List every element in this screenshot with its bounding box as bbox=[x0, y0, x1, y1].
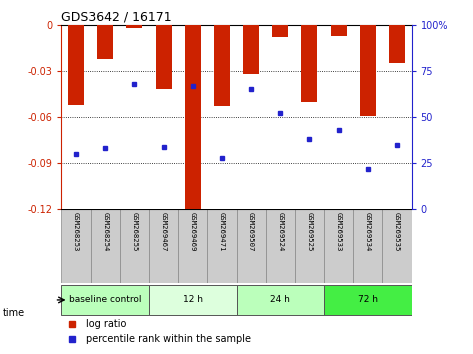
Text: GSM269467: GSM269467 bbox=[160, 212, 166, 252]
Bar bbox=[61, 209, 91, 283]
Bar bbox=[236, 209, 266, 283]
Text: GSM269533: GSM269533 bbox=[335, 212, 342, 252]
Bar bbox=[91, 209, 120, 283]
Bar bbox=[214, 25, 230, 106]
Text: log ratio: log ratio bbox=[86, 319, 126, 329]
Text: GSM269469: GSM269469 bbox=[190, 212, 196, 252]
Bar bbox=[236, 285, 324, 315]
Bar bbox=[266, 209, 295, 283]
Text: GSM268253: GSM268253 bbox=[73, 212, 79, 252]
Text: GSM268255: GSM268255 bbox=[131, 212, 138, 252]
Bar bbox=[295, 209, 324, 283]
Bar bbox=[301, 25, 317, 102]
Text: 12 h: 12 h bbox=[183, 296, 203, 304]
Bar bbox=[120, 209, 149, 283]
Bar bbox=[389, 25, 405, 63]
Text: GSM269471: GSM269471 bbox=[219, 212, 225, 252]
Text: time: time bbox=[2, 308, 25, 318]
Text: GSM269534: GSM269534 bbox=[365, 212, 371, 252]
Text: percentile rank within the sample: percentile rank within the sample bbox=[86, 335, 251, 344]
Bar bbox=[68, 25, 84, 105]
Bar bbox=[126, 25, 142, 28]
Bar bbox=[207, 209, 236, 283]
Text: GSM269524: GSM269524 bbox=[277, 212, 283, 252]
Bar bbox=[149, 285, 236, 315]
Bar bbox=[243, 25, 259, 74]
Bar bbox=[353, 209, 382, 283]
Bar bbox=[178, 209, 207, 283]
Text: GDS3642 / 16171: GDS3642 / 16171 bbox=[61, 11, 172, 24]
Text: baseline control: baseline control bbox=[69, 296, 141, 304]
Bar bbox=[331, 25, 347, 35]
Text: 72 h: 72 h bbox=[358, 296, 378, 304]
Bar bbox=[324, 209, 353, 283]
Bar bbox=[156, 25, 172, 89]
Text: GSM269525: GSM269525 bbox=[307, 212, 313, 252]
Text: GSM268254: GSM268254 bbox=[102, 212, 108, 252]
Text: GSM269507: GSM269507 bbox=[248, 212, 254, 252]
Bar bbox=[61, 285, 149, 315]
Bar bbox=[382, 209, 412, 283]
Bar bbox=[272, 25, 288, 37]
Text: GSM269535: GSM269535 bbox=[394, 212, 400, 252]
Bar bbox=[324, 285, 412, 315]
Bar bbox=[97, 25, 113, 59]
Bar bbox=[360, 25, 376, 115]
Bar bbox=[185, 25, 201, 211]
Text: 24 h: 24 h bbox=[270, 296, 290, 304]
Bar bbox=[149, 209, 178, 283]
